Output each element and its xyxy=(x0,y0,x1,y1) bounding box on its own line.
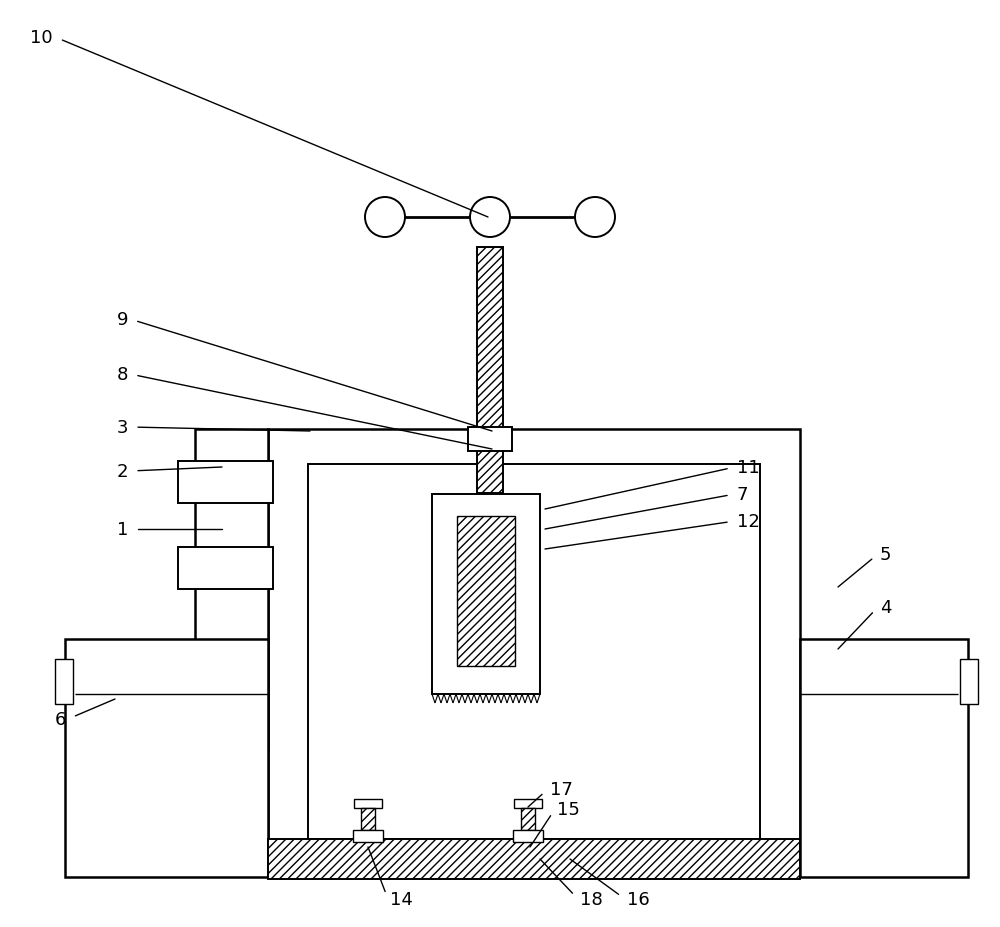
Text: 14: 14 xyxy=(390,890,413,908)
Text: 3: 3 xyxy=(117,419,128,437)
Bar xyxy=(468,427,512,451)
Bar xyxy=(268,839,800,879)
Bar xyxy=(521,808,535,830)
Text: 4: 4 xyxy=(880,598,892,616)
Text: 12: 12 xyxy=(737,513,760,530)
Text: 10: 10 xyxy=(30,29,53,47)
Text: 5: 5 xyxy=(880,545,892,564)
Text: 11: 11 xyxy=(737,459,760,476)
Bar xyxy=(55,659,73,705)
Text: 18: 18 xyxy=(580,890,603,908)
Bar xyxy=(457,516,515,667)
Bar xyxy=(195,429,268,749)
Bar xyxy=(514,799,542,808)
Text: 1: 1 xyxy=(117,520,128,539)
Text: 2: 2 xyxy=(117,463,128,480)
Bar xyxy=(178,462,273,503)
Bar xyxy=(800,640,968,877)
Bar xyxy=(432,494,540,694)
Text: 16: 16 xyxy=(627,890,650,908)
Text: 6: 6 xyxy=(55,710,66,729)
Bar xyxy=(361,808,375,830)
Bar xyxy=(960,659,978,705)
Text: 15: 15 xyxy=(557,800,580,819)
Bar xyxy=(477,451,503,493)
Bar xyxy=(477,248,503,429)
Circle shape xyxy=(470,197,510,237)
Bar xyxy=(308,464,760,839)
Bar xyxy=(268,429,800,847)
Text: 17: 17 xyxy=(550,781,573,798)
Text: 8: 8 xyxy=(117,365,128,384)
Bar xyxy=(354,799,382,808)
Bar xyxy=(65,640,268,877)
Text: 9: 9 xyxy=(117,311,128,329)
Bar xyxy=(513,830,543,842)
Circle shape xyxy=(365,197,405,237)
Text: 7: 7 xyxy=(737,486,748,503)
Bar xyxy=(353,830,383,842)
Circle shape xyxy=(575,197,615,237)
Bar xyxy=(178,548,273,590)
